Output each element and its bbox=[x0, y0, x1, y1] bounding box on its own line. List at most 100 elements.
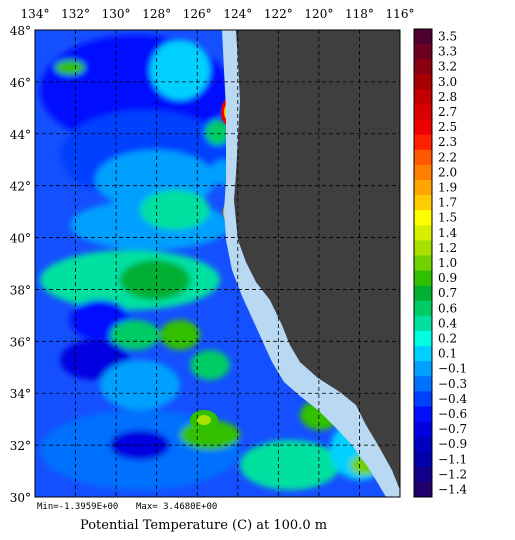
latitude-axis: 48° 46° 44° 42° 40° 38° 36° 34° 32° 30° bbox=[10, 24, 31, 505]
colorbar-swatch bbox=[414, 179, 432, 196]
colorbar-swatch bbox=[414, 74, 432, 90]
colorbar-swatch bbox=[414, 406, 432, 422]
temperature-patch bbox=[110, 320, 160, 350]
latitude-tick-label: 38° bbox=[10, 283, 31, 297]
min-value-text: Min=-1.3959E+00 bbox=[37, 502, 118, 512]
colorbar-swatch bbox=[414, 134, 432, 151]
colorbar-swatch bbox=[414, 376, 432, 392]
colorbar-label: 2.7 bbox=[438, 105, 457, 119]
latitude-tick-label: 46° bbox=[10, 76, 31, 90]
colorbar-swatch bbox=[414, 164, 432, 181]
latitude-tick-label: 32° bbox=[10, 439, 31, 453]
colorbar-label: 2.0 bbox=[438, 165, 457, 179]
colorbar-label: 0.2 bbox=[438, 331, 457, 345]
colorbar-swatch bbox=[414, 210, 432, 226]
colorbar-swatch bbox=[414, 466, 432, 483]
colorbar-swatch bbox=[414, 119, 432, 135]
colorbar-label: 1.9 bbox=[438, 181, 457, 195]
colorbar-label: −0.4 bbox=[438, 392, 468, 406]
colorbar-label: 1.2 bbox=[438, 241, 457, 255]
colorbar-label: −1.2 bbox=[438, 467, 467, 481]
longitude-tick-label: 116° bbox=[386, 7, 415, 21]
longitude-tick-label: 120° bbox=[304, 7, 333, 21]
latitude-tick-label: 34° bbox=[10, 387, 31, 401]
map-title: Potential Temperature (C) at 100.0 m bbox=[80, 518, 327, 533]
longitude-tick-label: 126° bbox=[183, 7, 212, 21]
colorbar-swatch bbox=[414, 330, 432, 347]
grid-lines bbox=[35, 30, 400, 497]
temperature-patch bbox=[120, 260, 190, 300]
colorbar-label: 2.8 bbox=[438, 90, 457, 104]
temperature-patch bbox=[160, 320, 200, 350]
longitude-tick-label: 118° bbox=[345, 7, 374, 21]
temperature-patch bbox=[55, 60, 85, 75]
longitude-tick-label: 128° bbox=[142, 7, 171, 21]
map-plot-area bbox=[35, 30, 400, 497]
colorbar-swatch bbox=[414, 29, 432, 45]
temperature-field bbox=[40, 35, 390, 490]
max-value-text: Max= 3.4680E+00 bbox=[136, 502, 217, 512]
colorbar-label: −0.3 bbox=[438, 377, 467, 391]
colorbar-swatch bbox=[414, 481, 432, 498]
longitude-tick-label: 122° bbox=[264, 7, 293, 21]
longitude-tick-label: 130° bbox=[102, 7, 131, 21]
colorbar-label: 2.3 bbox=[438, 135, 457, 149]
colorbar: 3.53.33.23.02.82.72.52.32.22.01.91.71.51… bbox=[413, 28, 468, 498]
colorbar-label: 1.4 bbox=[438, 226, 457, 240]
latitude-tick-label: 48° bbox=[10, 24, 31, 38]
colorbar-swatch bbox=[414, 361, 432, 377]
colorbar-swatch bbox=[414, 346, 432, 362]
colorbar-swatch bbox=[414, 44, 432, 60]
latitude-tick-label: 42° bbox=[10, 180, 31, 194]
colorbar-frame bbox=[413, 28, 433, 498]
colorbar-swatch bbox=[414, 59, 432, 75]
colorbar-label: −0.6 bbox=[438, 407, 467, 421]
colorbar-swatch bbox=[414, 255, 432, 271]
colorbar-label: 1.7 bbox=[438, 196, 457, 210]
colorbar-swatch bbox=[414, 104, 432, 120]
colorbar-label: −0.7 bbox=[438, 422, 467, 436]
colorbar-label: 1.0 bbox=[438, 256, 457, 270]
colorbar-swatch bbox=[414, 300, 432, 317]
map-frame bbox=[34, 29, 401, 498]
colorbar-label: −0.9 bbox=[438, 437, 467, 451]
temperature-patch bbox=[205, 120, 230, 145]
land-mass bbox=[234, 30, 400, 490]
colorbar-label: 0.4 bbox=[438, 316, 457, 330]
longitude-tick-label: 124° bbox=[223, 7, 252, 21]
colorbar-label: 0.1 bbox=[438, 347, 457, 361]
colorbar-swatch bbox=[414, 89, 432, 105]
warm-spot bbox=[197, 415, 211, 425]
colorbar-label: 0.9 bbox=[438, 271, 457, 285]
colorbar-label: 2.5 bbox=[438, 120, 457, 134]
colorbar-swatch bbox=[414, 421, 432, 437]
colorbar-label: 0.7 bbox=[438, 286, 457, 300]
colorbar-swatch bbox=[414, 285, 432, 302]
colorbar-swatch bbox=[414, 195, 432, 211]
longitude-axis: 134° 132° 130° 128° 126° 124° 122° 120° 118° 116° bbox=[21, 7, 415, 21]
colorbar-label: −0.1 bbox=[438, 362, 467, 376]
colorbar-swatch bbox=[414, 451, 432, 468]
temperature-patch bbox=[190, 350, 230, 380]
temperature-patch bbox=[240, 440, 340, 490]
latitude-tick-label: 30° bbox=[10, 491, 31, 505]
colorbar-label: −1.4 bbox=[438, 482, 468, 496]
colorbar-label: 3.0 bbox=[438, 75, 457, 89]
colorbar-swatch bbox=[414, 391, 432, 407]
colorbar-swatch bbox=[414, 270, 432, 286]
longitude-tick-label: 132° bbox=[61, 7, 90, 21]
latitude-tick-label: 44° bbox=[10, 128, 31, 142]
temperature-patch bbox=[150, 40, 210, 100]
latitude-tick-label: 40° bbox=[10, 232, 31, 246]
colorbar-label: 0.6 bbox=[438, 301, 457, 315]
colorbar-swatch bbox=[414, 225, 432, 241]
temperature-patch bbox=[100, 360, 180, 410]
colorbar-label: 3.2 bbox=[438, 60, 457, 74]
temperature-patch bbox=[140, 190, 210, 230]
colorbar-label: 3.3 bbox=[438, 45, 457, 59]
latitude-tick-label: 36° bbox=[10, 335, 31, 349]
colorbar-swatch bbox=[414, 149, 432, 166]
colorbar-swatch bbox=[414, 240, 432, 256]
colorbar-label: 2.2 bbox=[438, 150, 457, 164]
